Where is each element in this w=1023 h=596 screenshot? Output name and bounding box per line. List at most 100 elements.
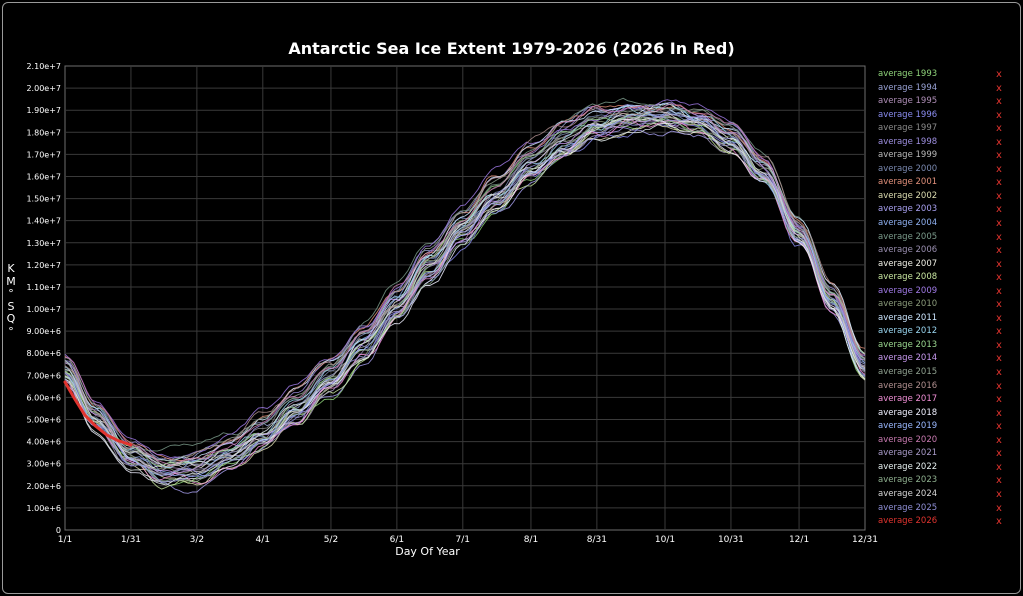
legend-item[interactable]: average 2010 x <box>878 298 1018 312</box>
legend-item[interactable]: average 2013 x <box>878 339 1018 353</box>
remove-series-button[interactable]: x <box>996 434 1002 446</box>
legend-item[interactable]: average 2021 x <box>878 447 1018 461</box>
x-axis-label: Day Of Year <box>395 545 460 558</box>
legend-item[interactable]: average 2008 x <box>878 271 1018 285</box>
remove-series-button[interactable]: x <box>996 177 1002 189</box>
series-line <box>64 103 866 466</box>
legend-item[interactable]: average 2003 x <box>878 203 1018 217</box>
remove-series-button[interactable]: x <box>996 367 1002 379</box>
y-tick-label: 1.40e+7 <box>26 217 61 226</box>
x-tick-label: 12/31 <box>852 535 878 545</box>
remove-series-button[interactable]: x <box>996 190 1002 202</box>
legend-item[interactable]: average 2006 x <box>878 244 1018 258</box>
y-axis-label-char: S <box>7 299 15 313</box>
remove-series-button[interactable]: x <box>996 218 1002 230</box>
series-lines <box>64 97 866 494</box>
legend-item[interactable]: average 2023 x <box>878 474 1018 488</box>
remove-series-button[interactable]: x <box>996 326 1002 338</box>
x-tick-label: 1/1 <box>58 535 72 545</box>
legend-label: average 2004 <box>878 218 938 229</box>
axis-ticks: 0 1.00e+6 2.00e+6 3.00e+6 4.00e+6 5.00e+6 6.00… <box>26 62 878 545</box>
remove-series-button[interactable]: x <box>996 312 1002 324</box>
series-line <box>64 104 866 468</box>
remove-series-button[interactable]: x <box>996 516 1002 528</box>
legend-item[interactable]: average 2011 x <box>878 312 1018 326</box>
y-tick-label: 1.30e+7 <box>26 239 61 248</box>
legend-item[interactable]: average 2019 x <box>878 420 1018 434</box>
remove-series-button[interactable]: x <box>996 109 1002 121</box>
legend-item[interactable]: average 1994 x <box>878 82 1018 96</box>
remove-series-button[interactable]: x <box>996 136 1002 148</box>
chart-title: Antarctic Sea Ice Extent 1979-2026 (2026… <box>288 39 735 58</box>
remove-series-button[interactable]: x <box>996 461 1002 473</box>
legend-item[interactable]: average 1995 x <box>878 95 1018 109</box>
legend-item[interactable]: average 2017 x <box>878 393 1018 407</box>
remove-series-button[interactable]: x <box>996 488 1002 500</box>
remove-series-button[interactable]: x <box>996 272 1002 284</box>
x-tick-label: 10/1 <box>655 535 675 545</box>
legend-item[interactable]: average 2015 x <box>878 366 1018 380</box>
legend-label: average 1993 <box>878 69 938 79</box>
y-tick-label: 1.00e+7 <box>26 305 61 314</box>
remove-series-button[interactable]: x <box>996 380 1002 392</box>
legend-item[interactable]: average 1998 x <box>878 136 1018 150</box>
legend-label: average 2000 <box>878 163 938 174</box>
legend-item[interactable]: average 2026 x <box>878 515 1018 529</box>
remove-series-button[interactable]: x <box>996 285 1002 297</box>
remove-series-button[interactable]: x <box>996 258 1002 270</box>
remove-series-button[interactable]: x <box>996 502 1002 514</box>
legend-item[interactable]: average 2005 x <box>878 231 1018 245</box>
legend-item[interactable]: average 2009 x <box>878 285 1018 299</box>
legend-item[interactable]: average 2014 x <box>878 352 1018 366</box>
legend-item[interactable]: average 2000 x <box>878 163 1018 177</box>
remove-series-button[interactable]: x <box>996 123 1002 135</box>
legend-item[interactable]: average 2016 x <box>878 380 1018 394</box>
legend-item[interactable]: average 2002 x <box>878 190 1018 204</box>
legend-item[interactable]: average 2025 x <box>878 502 1018 516</box>
remove-series-button[interactable]: x <box>996 421 1002 433</box>
remove-series-button[interactable]: x <box>996 69 1002 80</box>
remove-series-button[interactable]: x <box>996 245 1002 257</box>
legend-item[interactable]: average 2022 x <box>878 461 1018 475</box>
series-line <box>64 104 866 462</box>
remove-series-button[interactable]: x <box>996 299 1002 311</box>
legend-item[interactable]: average 2020 x <box>878 434 1018 448</box>
legend-item[interactable]: average 2024 x <box>878 488 1018 502</box>
legend-item[interactable]: average 2018 x <box>878 407 1018 421</box>
remove-series-button[interactable]: x <box>996 407 1002 419</box>
legend-item[interactable]: average 2012 x <box>878 325 1018 339</box>
y-tick-label: 2.10e+7 <box>26 62 61 71</box>
remove-series-button[interactable]: x <box>996 163 1002 175</box>
legend-item[interactable]: average 1997 x <box>878 122 1018 136</box>
remove-series-button[interactable]: x <box>996 475 1002 487</box>
y-tick-label: 1.20e+7 <box>26 261 61 270</box>
remove-series-button[interactable]: x <box>996 339 1002 351</box>
legend-item[interactable]: average 1993 x <box>878 68 1018 82</box>
x-tick-label: 5/2 <box>324 535 338 545</box>
remove-series-button[interactable]: x <box>996 448 1002 460</box>
y-tick-label: 6.00e+6 <box>26 393 61 402</box>
remove-series-button[interactable]: x <box>996 231 1002 243</box>
remove-series-button[interactable]: x <box>996 96 1002 108</box>
remove-series-button[interactable]: x <box>996 353 1002 365</box>
y-tick-label: 4.00e+6 <box>26 438 61 447</box>
remove-series-button[interactable]: x <box>996 82 1002 94</box>
remove-series-button[interactable]: x <box>996 394 1002 406</box>
legend-label: average 2013 <box>878 339 938 350</box>
y-tick-label: 3.00e+6 <box>26 460 61 469</box>
legend-label: average 2019 <box>878 421 938 432</box>
legend: average 1993 x average 1994 x average 1995 x a… <box>878 68 1018 529</box>
legend-label: average 2001 <box>878 177 938 188</box>
legend-item[interactable]: average 1999 x <box>878 149 1018 163</box>
legend-item[interactable]: average 2007 x <box>878 258 1018 272</box>
legend-label: average 2005 <box>878 231 938 242</box>
remove-series-button[interactable]: x <box>996 204 1002 216</box>
legend-item[interactable]: average 1996 x <box>878 109 1018 123</box>
legend-item[interactable]: average 2004 x <box>878 217 1018 231</box>
legend-label: average 2017 <box>878 394 938 405</box>
x-tick-label: 3/2 <box>190 535 204 545</box>
y-axis-label: K M ° S Q ° <box>4 262 18 338</box>
y-tick-label: 2.00e+7 <box>26 84 61 93</box>
remove-series-button[interactable]: x <box>996 150 1002 162</box>
legend-item[interactable]: average 2001 x <box>878 176 1018 190</box>
